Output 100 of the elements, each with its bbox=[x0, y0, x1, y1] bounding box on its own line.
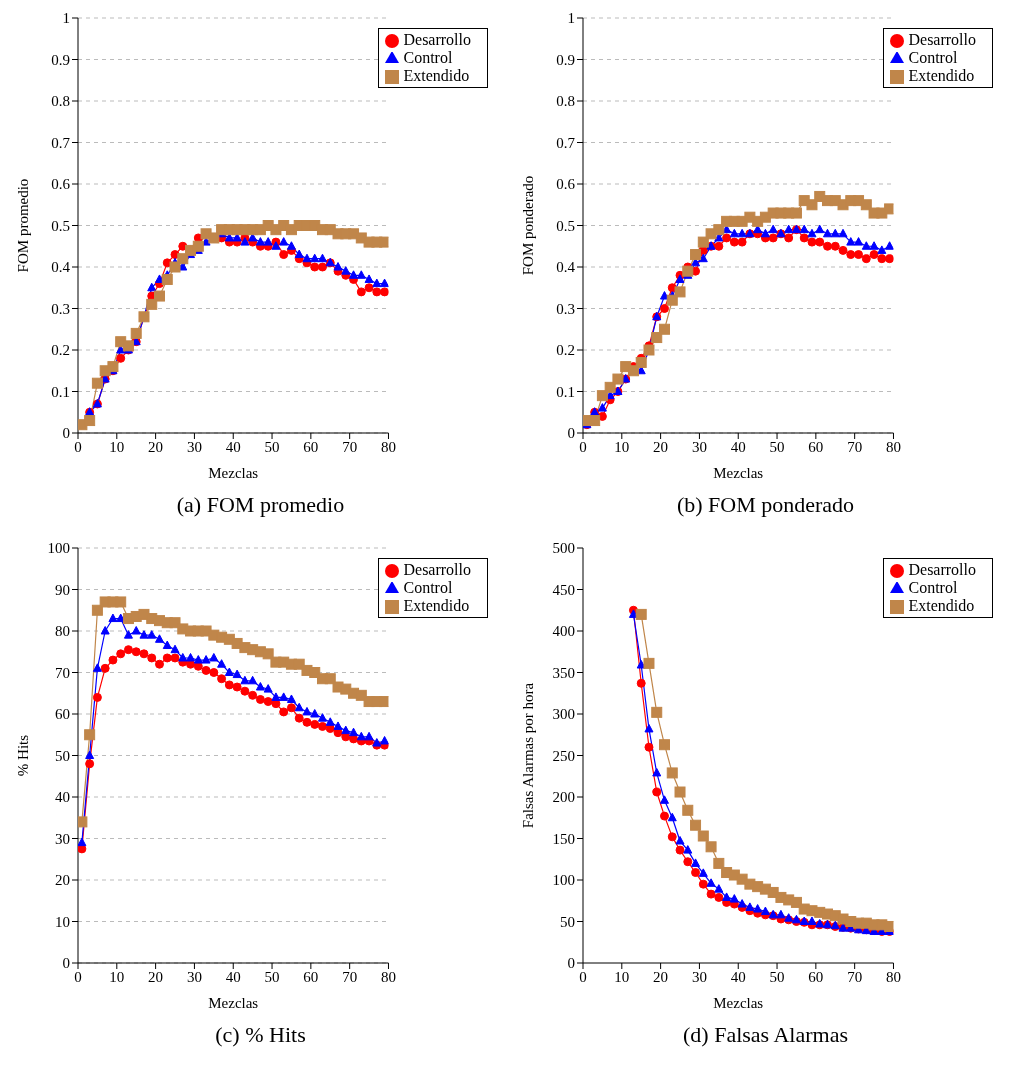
x-tick-label: 20 bbox=[653, 438, 669, 455]
y-tick-label: 1 bbox=[62, 10, 70, 27]
y-tick-label: 500 bbox=[552, 540, 575, 557]
y-tick-label: 1 bbox=[567, 10, 575, 27]
x-tick-label: 50 bbox=[264, 438, 280, 455]
legend-label: Control bbox=[403, 579, 453, 596]
x-tick-label: 0 bbox=[579, 968, 587, 985]
y-tick-label: 300 bbox=[552, 706, 575, 723]
text: (d) Falsas Alarmas bbox=[682, 1022, 849, 1048]
y-tick-label: 70 bbox=[55, 664, 70, 681]
y-tick-label: 250 bbox=[552, 747, 575, 764]
y-tick-label: 0.5 bbox=[556, 217, 575, 234]
x-tick-label: 40 bbox=[225, 438, 241, 455]
y-tick-label: 0 bbox=[62, 425, 70, 442]
y-tick-label: 10 bbox=[55, 913, 70, 930]
x-tick-label: 40 bbox=[225, 968, 241, 985]
legend-label: Desarrollo bbox=[908, 561, 976, 578]
x-tick-label: 70 bbox=[342, 968, 358, 985]
x-tick-label: 80 bbox=[380, 438, 396, 455]
x-axis-title: Mezclas bbox=[208, 995, 259, 1011]
x-tick-label: 10 bbox=[109, 438, 125, 455]
x-tick-label: 40 bbox=[730, 968, 746, 985]
x-tick-label: 60 bbox=[303, 438, 319, 455]
legend-label: Extendido bbox=[908, 67, 975, 84]
x-tick-label: 80 bbox=[885, 968, 901, 985]
y-tick-label: 350 bbox=[552, 664, 575, 681]
x-axis-title: Mezclas bbox=[713, 995, 764, 1011]
y-tick-label: 450 bbox=[552, 581, 575, 598]
y-tick-label: 0.8 bbox=[556, 93, 575, 110]
legend-label: Extendido bbox=[403, 67, 470, 84]
y-tick-label: 0.3 bbox=[556, 300, 575, 317]
x-tick-label: 30 bbox=[691, 438, 707, 455]
x-tick-label: 20 bbox=[653, 968, 669, 985]
y-tick-label: 50 bbox=[560, 913, 575, 930]
y-tick-label: 0.3 bbox=[51, 300, 70, 317]
legend-label: Desarrollo bbox=[403, 561, 471, 578]
text: (c) % Hits bbox=[214, 1022, 307, 1048]
x-tick-label: 10 bbox=[614, 438, 630, 455]
x-axis-title: Mezclas bbox=[713, 465, 764, 481]
x-tick-label: 30 bbox=[691, 968, 707, 985]
x-tick-label: 30 bbox=[186, 968, 202, 985]
x-tick-label: 80 bbox=[380, 968, 396, 985]
y-tick-label: 200 bbox=[552, 789, 575, 806]
x-axis-title: Mezclas bbox=[208, 465, 259, 481]
text: (b) FOM ponderado bbox=[675, 492, 856, 518]
y-tick-label: 0 bbox=[567, 955, 575, 972]
x-tick-label: 20 bbox=[148, 438, 164, 455]
y-tick-label: 0.6 bbox=[51, 176, 71, 193]
x-tick-label: 60 bbox=[303, 968, 319, 985]
y-tick-label: 30 bbox=[55, 830, 70, 847]
legend-label: Control bbox=[908, 49, 958, 66]
y-tick-label: 0.7 bbox=[51, 134, 71, 151]
x-tick-label: 50 bbox=[769, 438, 785, 455]
legend-label: Extendido bbox=[403, 597, 470, 614]
y-tick-label: 0.9 bbox=[556, 51, 575, 68]
x-tick-label: 30 bbox=[186, 438, 202, 455]
y-tick-label: 0.8 bbox=[51, 93, 70, 110]
text: (a) FOM promedio bbox=[175, 492, 346, 518]
y-tick-label: 0.4 bbox=[51, 259, 71, 276]
x-tick-label: 20 bbox=[148, 968, 164, 985]
y-tick-label: 0 bbox=[62, 955, 70, 972]
x-tick-label: 0 bbox=[74, 438, 82, 455]
y-tick-label: 60 bbox=[55, 706, 70, 723]
y-tick-label: 0.2 bbox=[51, 342, 70, 359]
y-axis-title: Falsas Alarmas por hora bbox=[520, 682, 537, 829]
x-tick-label: 70 bbox=[342, 438, 358, 455]
x-tick-label: 70 bbox=[847, 968, 863, 985]
x-tick-label: 10 bbox=[614, 968, 630, 985]
y-tick-label: 0.4 bbox=[556, 259, 576, 276]
y-axis-title: FOM promedio bbox=[15, 178, 32, 273]
x-tick-label: 50 bbox=[769, 968, 785, 985]
y-tick-label: 150 bbox=[552, 830, 575, 847]
y-tick-label: 0.9 bbox=[51, 51, 70, 68]
y-tick-label: 0.1 bbox=[556, 383, 575, 400]
legend-label: Extendido bbox=[908, 597, 975, 614]
legend-label: Control bbox=[403, 49, 453, 66]
y-tick-label: 50 bbox=[55, 747, 70, 764]
y-tick-label: 100 bbox=[47, 540, 70, 557]
y-tick-label: 20 bbox=[55, 872, 70, 889]
y-tick-label: 80 bbox=[55, 623, 70, 640]
x-tick-label: 80 bbox=[885, 438, 901, 455]
x-tick-label: 0 bbox=[74, 968, 82, 985]
y-tick-label: 100 bbox=[552, 872, 575, 889]
y-tick-label: 0.5 bbox=[51, 217, 70, 234]
y-tick-label: 90 bbox=[55, 581, 70, 598]
y-tick-label: 0.1 bbox=[51, 383, 70, 400]
y-tick-label: 0.6 bbox=[556, 176, 576, 193]
legend-label: Desarrollo bbox=[403, 31, 471, 48]
y-tick-label: 0.2 bbox=[556, 342, 575, 359]
x-tick-label: 70 bbox=[847, 438, 863, 455]
y-tick-label: 400 bbox=[552, 623, 575, 640]
x-tick-label: 60 bbox=[808, 438, 824, 455]
x-tick-label: 50 bbox=[264, 968, 280, 985]
y-axis-title: % Hits bbox=[15, 734, 32, 777]
x-tick-label: 40 bbox=[730, 438, 746, 455]
legend-label: Control bbox=[908, 579, 958, 596]
y-tick-label: 40 bbox=[55, 789, 70, 806]
legend-label: Desarrollo bbox=[908, 31, 976, 48]
x-tick-label: 0 bbox=[579, 438, 587, 455]
x-tick-label: 60 bbox=[808, 968, 824, 985]
